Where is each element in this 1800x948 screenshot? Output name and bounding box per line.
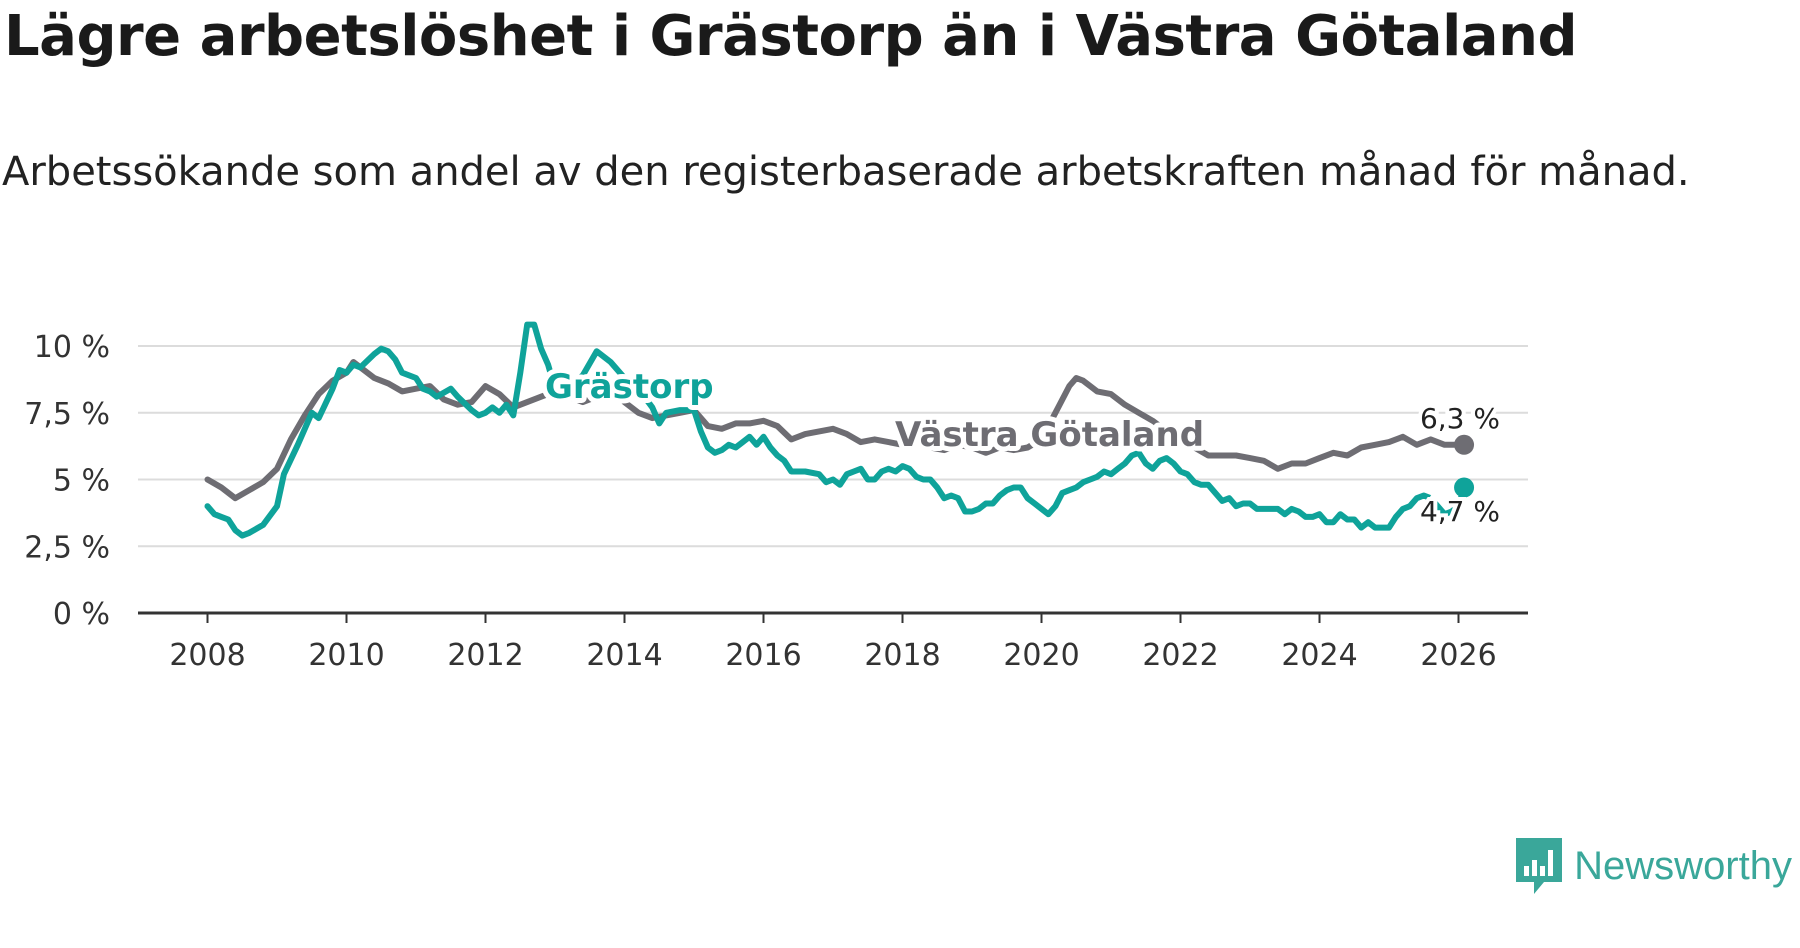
grastorp-end-value: 4,7 % [1420,495,1500,528]
x-tick-label: 2026 [1420,638,1496,673]
grastorp-end-marker [1454,477,1475,498]
y-axis-labels: 0 % 2,5 % 5 % 7,5 % 10 % [24,330,110,632]
y-tick-label: 0 % [53,597,110,632]
brand-name: Newsworthy [1574,843,1792,888]
chart-title: Lägre arbetslöshet i Grästorp än i Västr… [4,4,1578,69]
grastorp-line [204,321,1468,539]
vastra-gotaland-line [204,359,1462,502]
series-labels: Grästorp 4,7 % Västra Götaland 6,3 % [540,362,1504,532]
x-tick-label: 2014 [586,638,662,673]
y-tick-label: 2,5 % [24,530,110,565]
x-tick-label: 2024 [1281,638,1357,673]
x-tick-label: 2010 [308,638,384,673]
x-tick-label: 2018 [864,638,940,673]
vastra-gotaland-end-marker [1454,434,1475,455]
chart-subtitle: Arbetssökande som andel av den registerb… [2,149,1690,195]
x-tick-label: 2016 [725,638,801,673]
newsworthy-logo: Newsworthy [1514,836,1792,896]
gridlines [138,345,1528,548]
x-tick-label: 2020 [1003,638,1079,673]
x-tick-label: 2022 [1142,638,1218,673]
x-tick-label: 2008 [169,638,245,673]
x-axis: 2008 2010 2012 2014 2016 2018 2020 2022 2024 2026 [138,611,1528,673]
y-tick-label: 10 % [34,330,110,365]
vastra-gotaland-series-label: Västra Götaland [895,415,1204,455]
vastra-gotaland-end-value: 6,3 % [1420,402,1500,435]
x-tick-label: 2012 [447,638,523,673]
y-tick-label: 7,5 % [24,397,110,432]
newsworthy-icon [1516,838,1563,894]
grastorp-series-label: Grästorp [545,367,714,407]
y-tick-label: 5 % [53,464,110,499]
series-lines [204,321,1475,539]
